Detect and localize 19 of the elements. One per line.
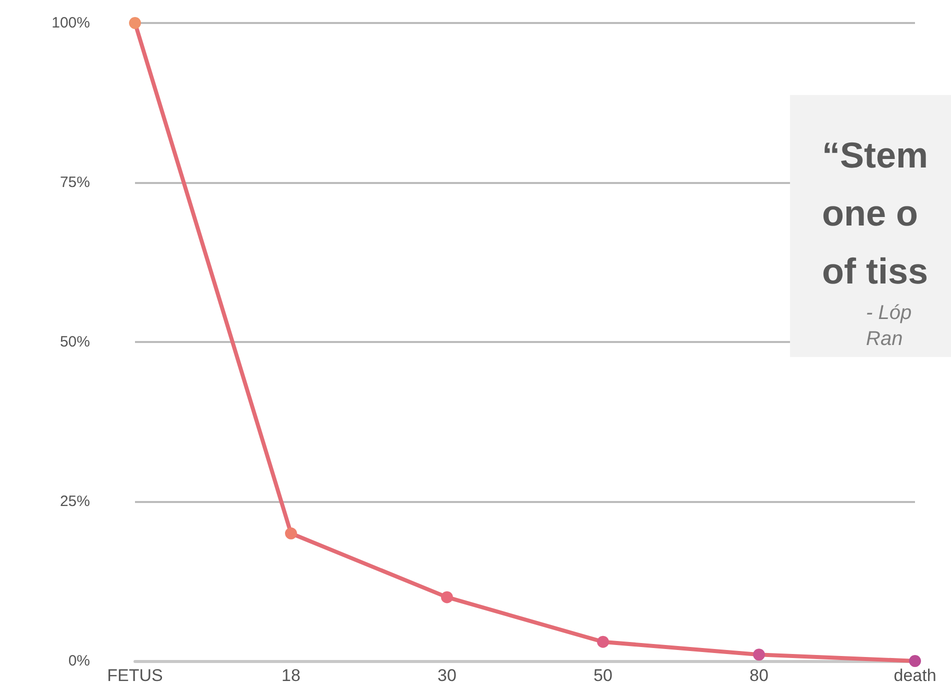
- point: [441, 591, 453, 604]
- point: [909, 655, 921, 667]
- x-tick-label: death: [894, 666, 936, 685]
- x-tick-label: 30: [438, 666, 456, 685]
- y-tick-label: 100%: [52, 14, 90, 32]
- y-tick-label: 50%: [60, 334, 90, 350]
- annotation: “Stem one o of tiss: [822, 134, 928, 292]
- x-tick-label: FETUS: [107, 666, 163, 685]
- point: [597, 636, 609, 648]
- y-tick-label: 0%: [68, 652, 90, 670]
- y-tick-label: 75%: [60, 174, 90, 191]
- x-tick-label: 80: [750, 666, 768, 685]
- x-tick-label: 50: [594, 666, 612, 685]
- x-tick-label: 18: [282, 666, 300, 685]
- y-tick-label: 25%: [60, 493, 90, 510]
- point: [753, 648, 765, 661]
- annotation: - Lóp Ran: [866, 302, 912, 350]
- point: [129, 17, 141, 29]
- point: [285, 527, 297, 540]
